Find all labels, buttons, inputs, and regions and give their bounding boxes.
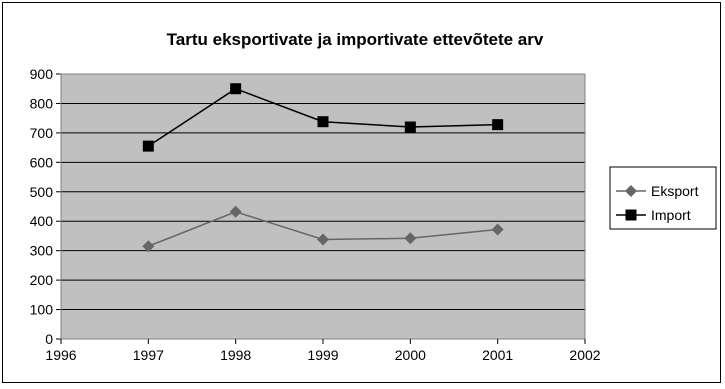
chart-title: Tartu eksportivate ja importivate ettevõ… [167, 30, 544, 49]
y-tick-label: 700 [30, 125, 54, 141]
y-tick-label: 800 [30, 95, 54, 111]
data-point-import [230, 83, 242, 95]
x-tick-label: 1997 [133, 347, 164, 363]
y-tick-label: 100 [30, 302, 54, 318]
data-point-eksport [491, 223, 504, 236]
legend-label-import: Import [651, 207, 691, 223]
data-point-eksport [229, 205, 242, 218]
y-tick-label: 600 [30, 154, 54, 170]
chart-frame: Tartu eksportivate ja importivate ettevõ… [2, 2, 721, 383]
y-tick-label: 0 [45, 331, 53, 347]
line-chart: Tartu eksportivate ja importivate ettevõ… [30, 30, 717, 363]
series-markers [142, 83, 504, 253]
x-tick-label: 1996 [45, 347, 76, 363]
x-tick-labels: 1996 1997 1998 1999 2000 2001 2002 [45, 347, 600, 363]
y-tick-label: 300 [30, 243, 54, 259]
y-tick-label: 500 [30, 184, 54, 200]
y-tick-labels: 0 100 200 300 400 500 600 700 800 900 [30, 66, 54, 347]
legend: Eksport Import [609, 166, 717, 230]
legend-marker-import [625, 209, 637, 221]
x-tick-label: 2000 [395, 347, 426, 363]
legend-marker-eksport [625, 185, 637, 197]
data-point-import [404, 121, 416, 133]
y-tick-label: 400 [30, 213, 54, 229]
data-point-import [492, 119, 504, 131]
data-point-eksport [317, 233, 329, 246]
x-tick-label: 1999 [307, 347, 338, 363]
data-point-import [317, 116, 329, 128]
data-point-eksport [404, 232, 417, 245]
x-tick-label: 1998 [220, 347, 251, 363]
axes [56, 73, 586, 344]
y-tick-label: 900 [30, 66, 54, 82]
data-point-eksport [142, 240, 155, 253]
x-tick-label: 2001 [482, 347, 513, 363]
data-point-import [142, 140, 154, 152]
x-tick-label: 2002 [569, 347, 600, 363]
legend-label-eksport: Eksport [651, 183, 699, 199]
y-tick-label: 200 [30, 272, 54, 288]
plot-area [61, 74, 585, 339]
